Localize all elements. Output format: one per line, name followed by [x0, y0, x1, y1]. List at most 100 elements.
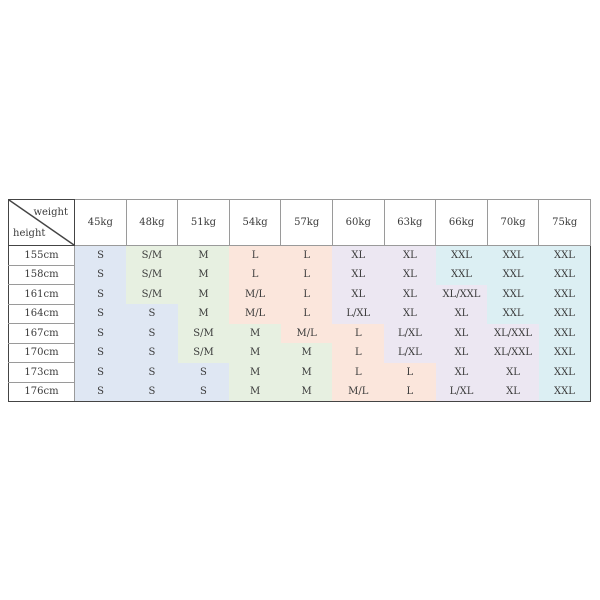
size-cell: M/L	[332, 382, 385, 402]
size-cell: M/L	[229, 304, 281, 324]
size-cell: XXL	[538, 323, 591, 343]
size-cell: L	[280, 284, 333, 304]
diagonal-divider	[9, 200, 74, 245]
table-row: 155cm S S/M M L L XL XL XXL XXL XXL	[8, 245, 591, 266]
size-cell: XL	[332, 284, 385, 304]
size-cell: L	[332, 323, 385, 343]
size-cell: S	[74, 362, 127, 382]
size-cell: XXL	[487, 304, 539, 324]
size-cell: XL	[384, 245, 436, 265]
size-cell: L/XL	[384, 343, 436, 363]
weight-header: 70kg	[486, 199, 540, 246]
size-cell: L	[384, 382, 436, 402]
size-cell: L/XL	[332, 304, 385, 324]
table-row: 170cm S S S/M M M L L/XL XL XL/XXL XXL	[8, 342, 591, 363]
size-cell: M	[280, 362, 333, 382]
size-cell: L	[280, 265, 333, 285]
size-cell: L	[229, 265, 281, 285]
size-cell: M	[229, 362, 281, 382]
size-cell: XL	[384, 304, 436, 324]
size-cell: S/M	[177, 343, 230, 363]
size-cell: M	[229, 343, 281, 363]
weight-header: 57kg	[280, 199, 333, 246]
size-cell: XL/XXL	[487, 343, 539, 363]
table-row: 173cm S S S M M L L XL XL XXL	[8, 362, 591, 383]
weight-label: weight	[33, 207, 68, 218]
size-chart: weight height 45kg 48kg 51kg 54kg 57kg 6…	[8, 199, 591, 402]
size-cell: S/M	[126, 284, 178, 304]
corner-cell: weight height	[8, 199, 75, 246]
size-cell: S/M	[126, 265, 178, 285]
size-cell: L	[332, 362, 385, 382]
weight-header: 66kg	[435, 199, 488, 246]
size-cell: L	[332, 343, 385, 363]
size-cell: S	[74, 304, 127, 324]
weight-header: 60kg	[331, 199, 385, 246]
height-cell: 167cm	[8, 323, 75, 344]
weight-header: 45kg	[74, 199, 127, 246]
size-cell: M	[177, 304, 230, 324]
size-cell: XL	[332, 265, 385, 285]
size-cell: M	[177, 245, 230, 265]
size-cell: XL	[435, 304, 488, 324]
table-row: 158cm S S/M M L L XL XL XXL XXL XXL	[8, 264, 591, 285]
size-cell: L/XL	[435, 382, 488, 402]
size-cell: XL	[487, 362, 539, 382]
size-cell: XL	[435, 323, 488, 343]
size-cell: S	[74, 343, 127, 363]
size-cell: XXL	[538, 362, 591, 382]
size-cell: XXL	[487, 245, 539, 265]
height-cell: 164cm	[8, 303, 75, 324]
height-cell: 158cm	[8, 264, 75, 285]
size-cell: XXL	[538, 343, 591, 363]
height-cell: 176cm	[8, 381, 75, 402]
size-cell: XL/XXL	[435, 284, 488, 304]
size-cell: XXL	[538, 245, 591, 265]
size-cell: XL	[332, 245, 385, 265]
size-cell: S	[177, 362, 230, 382]
size-cell: XXL	[487, 284, 539, 304]
size-cell: XL/XXL	[487, 323, 539, 343]
size-cell: S	[126, 362, 178, 382]
size-cell: M	[177, 284, 230, 304]
table-row: 164cm S S M M/L L L/XL XL XL XXL XXL	[8, 303, 591, 324]
size-cell: XXL	[435, 265, 488, 285]
size-cell: S	[126, 323, 178, 343]
size-cell: XXL	[538, 284, 591, 304]
size-cell: L	[229, 245, 281, 265]
height-cell: 155cm	[8, 245, 75, 266]
size-cell: S	[126, 304, 178, 324]
size-cell: M	[229, 323, 281, 343]
size-cell: L	[280, 304, 333, 324]
size-cell: M	[280, 343, 333, 363]
size-cell: S	[74, 323, 127, 343]
size-cell: S	[177, 382, 230, 402]
size-cell: XXL	[435, 245, 488, 265]
table-row: 176cm S S S M M M/L L L/XL XL XXL	[8, 381, 591, 402]
size-cell: XXL	[538, 382, 591, 402]
size-cell: XL	[487, 382, 539, 402]
table-row: 161cm S S/M M M/L L XL XL XL/XXL XXL XXL	[8, 284, 591, 305]
header-row: weight height 45kg 48kg 51kg 54kg 57kg 6…	[8, 199, 591, 246]
weight-header: 75kg	[538, 199, 591, 246]
height-cell: 173cm	[8, 362, 75, 383]
size-cell: S	[74, 245, 127, 265]
size-cell: XXL	[538, 304, 591, 324]
size-cell: M/L	[280, 323, 333, 343]
weight-header: 63kg	[383, 199, 437, 246]
size-cell: XXL	[538, 265, 591, 285]
size-cell: XXL	[487, 265, 539, 285]
size-table: weight height 45kg 48kg 51kg 54kg 57kg 6…	[8, 199, 591, 402]
size-cell: S	[126, 382, 178, 402]
size-cell: L/XL	[384, 323, 436, 343]
size-cell: M	[229, 382, 281, 402]
size-cell: L	[384, 362, 436, 382]
size-cell: XL	[384, 265, 436, 285]
height-cell: 170cm	[8, 342, 75, 363]
size-cell: M/L	[229, 284, 281, 304]
weight-header: 48kg	[125, 199, 179, 246]
size-cell: XL	[435, 362, 488, 382]
height-label: height	[13, 228, 46, 239]
weight-header: 54kg	[228, 199, 282, 246]
size-cell: S	[126, 343, 178, 363]
